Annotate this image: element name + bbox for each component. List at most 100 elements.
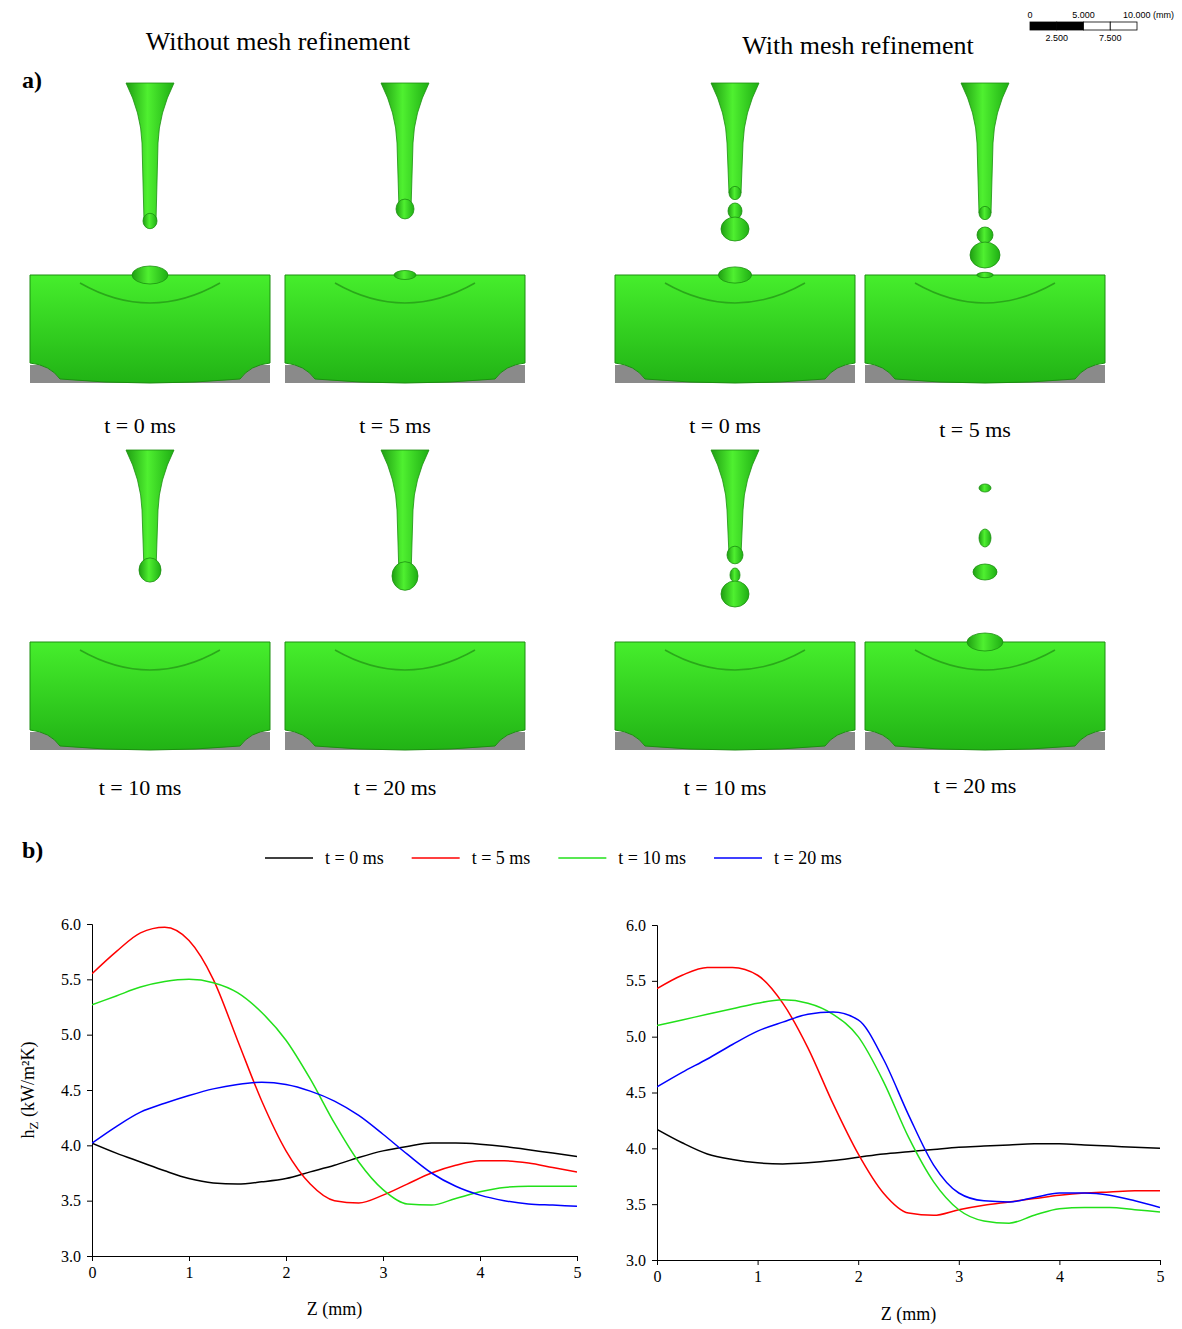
pool-ripple	[335, 650, 475, 670]
y-tick: 3.5	[626, 1196, 657, 1213]
y-tick-mark	[652, 1148, 657, 1149]
liquid-pool	[285, 275, 525, 383]
y-tick-label: 4.0	[626, 1140, 646, 1157]
y-tick: 6.0	[626, 917, 657, 934]
figure: a)Without mesh refinementt = 0 mst = 5 m…	[0, 0, 1182, 1329]
x-tick-label: 4	[1056, 1268, 1064, 1285]
pool-ripple	[665, 283, 805, 303]
y-tick: 5.0	[61, 1026, 92, 1043]
frame-time-label: t = 10 ms	[99, 775, 182, 800]
y-tick: 3.0	[61, 1248, 92, 1265]
liquid-jet	[126, 450, 174, 570]
series-line	[657, 1012, 1160, 1207]
x-axis-line	[93, 1257, 578, 1262]
x-tick-mark	[286, 1256, 287, 1261]
jet-tip	[979, 206, 991, 219]
pool-ripple	[915, 650, 1055, 670]
y-tick-mark	[652, 1204, 657, 1205]
y-tick-mark	[87, 1035, 92, 1036]
jet-tip	[727, 546, 743, 564]
series-line	[92, 979, 577, 1205]
scale-bar: 05.00010.000 (mm)2.5007.500	[1027, 10, 1174, 43]
x-tick: 5	[1157, 1260, 1165, 1285]
x-tick: 3	[955, 1260, 963, 1285]
frame-time-label: t = 5 ms	[359, 413, 431, 438]
series-line	[92, 927, 577, 1203]
frame-time-label: t = 10 ms	[684, 775, 767, 800]
x-tick-label: 4	[477, 1264, 485, 1281]
liquid-jet	[711, 450, 759, 555]
y-tick-label: 5.5	[61, 971, 81, 988]
x-tick: 0	[89, 1256, 97, 1281]
legend-swatch	[412, 857, 460, 859]
x-tick: 2	[283, 1256, 291, 1281]
y-tick: 3.5	[61, 1192, 92, 1209]
liquid-pool	[865, 275, 1105, 383]
y-tick-mark	[652, 1037, 657, 1038]
scale-bar-label: 2.500	[1045, 33, 1068, 43]
simulation-frame	[615, 83, 855, 383]
pool-ripple	[80, 650, 220, 670]
frame-time-label: t = 20 ms	[354, 775, 437, 800]
x-tick-label: 1	[186, 1264, 194, 1281]
x-tick: 4	[477, 1256, 485, 1281]
liquid-jet	[381, 450, 429, 576]
scale-bar-segment	[1110, 22, 1137, 30]
simulation-frame	[285, 450, 525, 750]
y-tick: 5.5	[626, 972, 657, 989]
y-tick: 6.0	[61, 916, 92, 933]
x-tick-mark	[758, 1260, 759, 1265]
x-tick: 0	[654, 1260, 662, 1285]
y-tick-label: 6.0	[626, 917, 646, 934]
y-tick-label: 5.0	[61, 1026, 81, 1043]
jet-tip	[392, 562, 418, 591]
frame-time-label: t = 5 ms	[939, 417, 1011, 442]
y-tick: 4.0	[626, 1140, 657, 1157]
liquid-pool	[30, 642, 270, 750]
x-tick-label: 3	[955, 1268, 963, 1285]
droplet	[721, 581, 749, 607]
liquid-jet	[126, 83, 174, 221]
droplet	[973, 564, 997, 580]
y-tick-mark	[87, 924, 92, 925]
legend-swatch	[265, 857, 313, 859]
legend-label: t = 20 ms	[774, 848, 842, 868]
x-tick-mark	[383, 1256, 384, 1261]
scale-bar-segment	[1057, 22, 1084, 30]
x-axis: 012345	[89, 1256, 582, 1281]
legend-label: t = 0 ms	[325, 848, 384, 868]
x-tick: 4	[1056, 1260, 1064, 1285]
x-tick-mark	[1059, 1260, 1060, 1265]
surface-bump	[977, 272, 993, 277]
chart: 0123453.03.54.04.55.05.56.0Z (mm)	[626, 917, 1165, 1325]
y-tick-label: 4.5	[626, 1084, 646, 1101]
y-tick-mark	[87, 1090, 92, 1091]
simulation-frame	[30, 450, 270, 750]
y-tick: 5.0	[626, 1028, 657, 1045]
legend-label: t = 5 ms	[472, 848, 531, 868]
scale-bar-label: 5.000	[1072, 10, 1095, 20]
series-line	[657, 1129, 1160, 1164]
x-tick-mark	[577, 1256, 578, 1261]
x-tick-label: 2	[855, 1268, 863, 1285]
x-tick-mark	[959, 1260, 960, 1265]
liquid-pool	[865, 642, 1105, 750]
y-axis-line	[87, 925, 93, 1257]
pool-ripple	[915, 283, 1055, 303]
plot-lines	[92, 927, 577, 1206]
y-axis-line	[652, 926, 658, 1261]
y-tick-mark	[87, 1145, 92, 1146]
y-axis: 3.03.54.04.55.05.56.0	[61, 916, 93, 1265]
droplet	[977, 227, 993, 243]
y-tick: 3.0	[626, 1252, 657, 1269]
droplet	[970, 242, 1000, 268]
legend-swatch	[558, 857, 606, 859]
column-title: With mesh refinement	[742, 31, 974, 60]
legend-swatch	[714, 857, 762, 859]
y-axis: 3.0 3.5 4.0 4.5 5.0 5.5 6.0	[626, 917, 658, 1269]
x-tick: 5	[574, 1256, 582, 1281]
jet-tip	[396, 199, 414, 219]
scale-bar-segment	[1030, 22, 1057, 30]
pool-ripple	[80, 283, 220, 303]
y-tick-mark	[87, 1256, 92, 1257]
